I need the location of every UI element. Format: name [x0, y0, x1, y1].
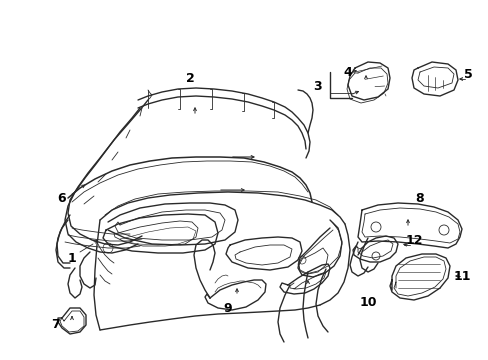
- Text: 4: 4: [343, 66, 352, 78]
- Text: 10: 10: [359, 296, 376, 309]
- Text: 2: 2: [185, 72, 194, 85]
- Text: 9: 9: [223, 302, 232, 315]
- Text: 12: 12: [405, 234, 422, 247]
- Text: 7: 7: [51, 319, 59, 332]
- Text: 8: 8: [415, 192, 424, 204]
- Text: 11: 11: [452, 270, 470, 283]
- Text: 6: 6: [58, 192, 66, 204]
- Text: 5: 5: [463, 68, 471, 81]
- Text: 3: 3: [313, 80, 322, 93]
- Text: 1: 1: [67, 252, 76, 265]
